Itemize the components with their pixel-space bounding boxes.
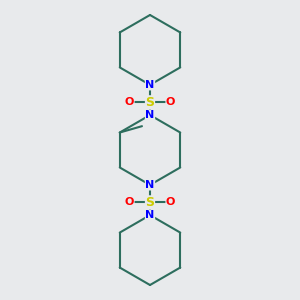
Text: N: N: [146, 110, 154, 120]
Text: O: O: [166, 197, 175, 207]
Text: N: N: [146, 80, 154, 90]
Text: O: O: [166, 97, 175, 107]
Text: N: N: [146, 210, 154, 220]
Text: N: N: [146, 180, 154, 190]
Text: O: O: [125, 197, 134, 207]
Text: O: O: [125, 97, 134, 107]
Text: S: S: [146, 96, 154, 109]
Text: S: S: [146, 196, 154, 209]
